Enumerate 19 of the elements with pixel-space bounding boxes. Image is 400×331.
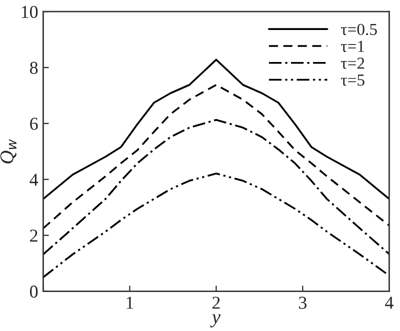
legend-label: τ=0.5: [340, 24, 377, 36]
x-tick-label: 4: [385, 296, 394, 309]
y-tick-label: 2: [30, 230, 38, 242]
legend-label: τ=5: [340, 74, 364, 86]
line-series: [43, 172, 390, 278]
y-tick-label: 8: [30, 62, 38, 74]
line-series: [43, 118, 390, 256]
y-tick-label: 0: [30, 286, 38, 298]
y-tick-label: 6: [30, 118, 38, 130]
y-axis-title: Q$_{w}$: [0, 139, 16, 164]
y-tick-label: 4: [30, 174, 38, 186]
x-tick-label: 3: [299, 296, 307, 309]
y-tick-label: 10: [22, 6, 38, 18]
legend-label: τ=2: [340, 58, 364, 69]
legend-label: τ=1: [340, 40, 364, 52]
x-axis-title: y: [210, 314, 221, 328]
x-tick-label: 2: [212, 296, 220, 309]
x-tick-label: 1: [126, 296, 134, 309]
line-series: [43, 58, 390, 200]
